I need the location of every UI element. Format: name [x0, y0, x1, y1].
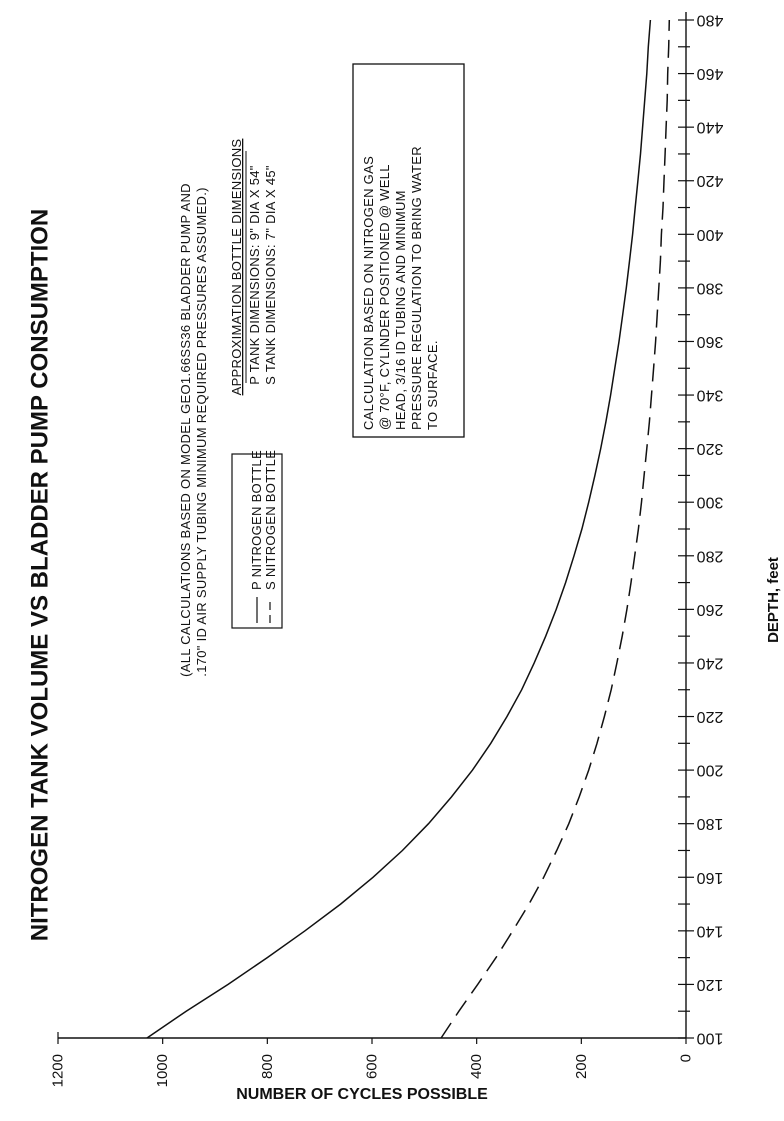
- legend-entry-p: P NITROGEN BOTTLE: [249, 450, 264, 590]
- note-line-1: (ALL CALCULATIONS BASED ON MODEL GEO1.66…: [178, 183, 193, 677]
- dimensions-heading: APPROXIMATION BOTTLE DIMENSIONS: [229, 139, 244, 396]
- cycles-tick-label: 600: [364, 1054, 381, 1079]
- calc-line-2: @ 70°F, CYLINDER POSITIONED @ WELL: [377, 164, 392, 430]
- series-s-nitrogen-line: [440, 19, 671, 1039]
- depth-tick-label: 440: [697, 119, 724, 136]
- legend: P NITROGEN BOTTLE S NITROGEN BOTTLE: [231, 450, 283, 629]
- calc-line-5: TO SURFACE.: [425, 340, 440, 430]
- chart-title: NITROGEN TANK VOLUME VS BLADDER PUMP CON…: [27, 209, 54, 941]
- depth-tick-label: 160: [697, 869, 724, 886]
- depth-tick-label: 460: [697, 65, 724, 82]
- cycles-tick-label: 1000: [154, 1054, 171, 1087]
- calc-line-4: PRESSURE REGULATION TO BRING WATER: [409, 146, 424, 430]
- cycles-tick-label: 0: [678, 1054, 695, 1062]
- depth-tick-label: 120: [697, 976, 724, 993]
- legend-box: [231, 453, 283, 629]
- depth-tick-label: 180: [697, 815, 724, 832]
- cycles-tick-label: 800: [259, 1054, 276, 1079]
- note-line-2: .170" ID AIR SUPPLY TUBING MINIMUM REQUI…: [194, 187, 209, 676]
- depth-tick-label: 200: [697, 762, 724, 779]
- depth-tick-label: 220: [697, 708, 724, 725]
- depth-tick-label: 420: [697, 172, 724, 189]
- depth-tick-label: 100: [697, 1030, 724, 1047]
- calculation-note: (ALL CALCULATIONS BASED ON MODEL GEO1.66…: [178, 183, 209, 677]
- dimensions-line-1: P TANK DIMENSIONS: 9" DIA X 54": [247, 165, 262, 384]
- series-p-nitrogen-line: [146, 19, 652, 1039]
- depth-tick-label: 300: [697, 494, 724, 511]
- depth-tick-label: 280: [697, 547, 724, 564]
- x-axis-title: DEPTH, feet: [765, 557, 782, 643]
- legend-entry-s: S NITROGEN BOTTLE: [263, 450, 278, 590]
- dimensions-line-2: S TANK DIMENSIONS: 7" DIA X 45": [263, 165, 278, 385]
- depth-tick-label: 360: [697, 333, 724, 350]
- depth-tick-label: 380: [697, 279, 724, 296]
- depth-tick-label: 140: [697, 922, 724, 939]
- axes: 100 120 140 160 180 200 220 240 260 280 300 320 340 3…: [50, 12, 724, 1088]
- depth-tick-label: 240: [697, 654, 724, 671]
- bottle-dimensions: APPROXIMATION BOTTLE DIMENSIONS P TANK D…: [229, 139, 278, 396]
- calc-line-3: HEAD, 3/16 ID TUBING AND MINIMUM: [393, 190, 408, 430]
- cycles-tick-label: 200: [573, 1054, 590, 1079]
- depth-tick-label: 400: [697, 226, 724, 243]
- series-layer: [146, 19, 671, 1039]
- depth-tick-label: 320: [697, 440, 724, 457]
- cycles-tick-label: 400: [468, 1054, 485, 1079]
- cycles-tick-label: 1200: [50, 1054, 67, 1087]
- calculation-box: CALCULATION BASED ON NITROGEN GAS @ 70°F…: [352, 63, 465, 438]
- depth-tick-label: 340: [697, 387, 724, 404]
- calculation-box-border: [352, 63, 465, 438]
- depth-tick-label: 260: [697, 601, 724, 618]
- y-axis-title: NUMBER OF CYCLES POSSIBLE: [236, 1086, 488, 1103]
- depth-tick-label: 480: [697, 12, 724, 29]
- calc-line-1: CALCULATION BASED ON NITROGEN GAS: [361, 156, 376, 430]
